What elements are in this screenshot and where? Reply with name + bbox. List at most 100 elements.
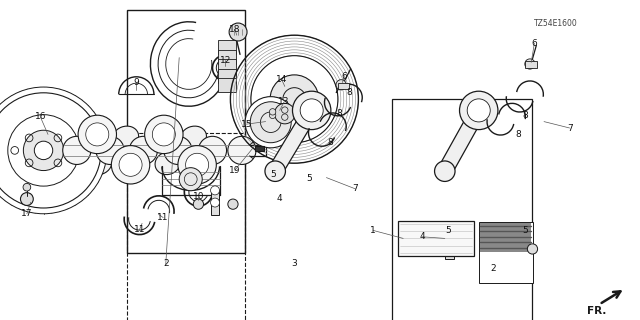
Text: 7: 7 xyxy=(353,184,358,193)
Bar xyxy=(211,190,219,215)
Text: 8: 8 xyxy=(522,111,527,120)
Bar xyxy=(218,40,236,54)
Bar xyxy=(218,78,236,92)
Circle shape xyxy=(0,93,101,208)
Text: 3: 3 xyxy=(292,260,297,268)
Circle shape xyxy=(435,161,455,181)
Circle shape xyxy=(294,109,300,115)
Circle shape xyxy=(111,146,150,184)
Text: 8: 8 xyxy=(346,88,351,97)
Text: 5: 5 xyxy=(522,226,527,235)
Circle shape xyxy=(211,198,220,207)
Circle shape xyxy=(96,136,124,164)
Text: 5: 5 xyxy=(307,174,312,183)
Ellipse shape xyxy=(189,152,215,175)
Ellipse shape xyxy=(120,152,146,175)
Ellipse shape xyxy=(180,126,207,149)
Circle shape xyxy=(269,112,276,119)
Bar xyxy=(480,235,531,241)
Text: 8: 8 xyxy=(337,109,342,118)
Bar xyxy=(480,246,531,252)
Text: 7: 7 xyxy=(567,124,572,132)
Text: 15: 15 xyxy=(241,120,252,129)
Bar xyxy=(445,236,454,259)
Circle shape xyxy=(178,146,216,184)
Circle shape xyxy=(250,102,291,143)
Circle shape xyxy=(282,114,288,120)
Circle shape xyxy=(300,99,323,122)
Circle shape xyxy=(193,199,204,209)
Circle shape xyxy=(8,115,79,186)
Text: 8: 8 xyxy=(516,130,521,139)
Text: 10: 10 xyxy=(193,192,204,201)
Polygon shape xyxy=(398,221,474,256)
Circle shape xyxy=(164,136,192,164)
Bar xyxy=(480,240,531,247)
Ellipse shape xyxy=(86,152,112,175)
Text: 6: 6 xyxy=(532,39,537,48)
Circle shape xyxy=(265,161,285,181)
Circle shape xyxy=(179,168,202,191)
Circle shape xyxy=(119,153,142,176)
Bar xyxy=(410,238,433,249)
Text: 6: 6 xyxy=(342,72,347,81)
Circle shape xyxy=(198,136,227,164)
Text: 19: 19 xyxy=(229,166,241,175)
Bar xyxy=(338,83,349,89)
Circle shape xyxy=(275,103,295,124)
Circle shape xyxy=(527,244,538,254)
Polygon shape xyxy=(268,109,319,172)
Text: FR.: FR. xyxy=(588,306,607,316)
Circle shape xyxy=(129,136,157,164)
Text: TZ54E1600: TZ54E1600 xyxy=(534,19,578,28)
Circle shape xyxy=(63,136,91,164)
Circle shape xyxy=(270,75,319,124)
Bar xyxy=(218,50,236,64)
Bar xyxy=(480,223,531,230)
Text: 14: 14 xyxy=(276,75,287,84)
Ellipse shape xyxy=(77,126,104,149)
Circle shape xyxy=(525,59,535,69)
Bar xyxy=(218,69,236,83)
Bar xyxy=(127,133,245,320)
Text: 12: 12 xyxy=(220,56,231,65)
Circle shape xyxy=(186,153,209,176)
Bar xyxy=(127,10,245,253)
Text: 11: 11 xyxy=(157,213,169,222)
Circle shape xyxy=(145,115,183,154)
Circle shape xyxy=(20,193,33,205)
Circle shape xyxy=(228,199,238,209)
Ellipse shape xyxy=(112,126,139,149)
Text: 16: 16 xyxy=(35,112,46,121)
Circle shape xyxy=(404,235,415,247)
Circle shape xyxy=(460,91,498,130)
Text: 1: 1 xyxy=(371,226,376,235)
Polygon shape xyxy=(436,109,487,172)
Bar xyxy=(480,229,531,236)
Circle shape xyxy=(228,136,256,164)
Ellipse shape xyxy=(155,152,180,175)
Text: 11: 11 xyxy=(134,225,145,234)
Circle shape xyxy=(427,235,438,247)
Circle shape xyxy=(245,97,296,148)
Text: 8: 8 xyxy=(328,138,333,147)
Circle shape xyxy=(229,23,247,41)
Bar xyxy=(255,146,264,151)
Circle shape xyxy=(467,99,490,122)
Text: 4: 4 xyxy=(420,232,425,241)
Bar xyxy=(525,61,537,68)
Text: 2: 2 xyxy=(163,260,168,268)
Circle shape xyxy=(78,115,116,154)
Text: 17: 17 xyxy=(21,209,33,218)
Ellipse shape xyxy=(147,126,173,149)
Circle shape xyxy=(401,244,412,254)
Circle shape xyxy=(24,130,64,171)
Circle shape xyxy=(0,87,107,214)
Text: 2: 2 xyxy=(490,264,495,273)
Text: 13: 13 xyxy=(278,97,290,106)
Bar xyxy=(392,99,532,320)
Circle shape xyxy=(292,91,331,130)
Circle shape xyxy=(282,107,288,113)
Text: 5: 5 xyxy=(271,170,276,179)
Circle shape xyxy=(152,123,175,146)
